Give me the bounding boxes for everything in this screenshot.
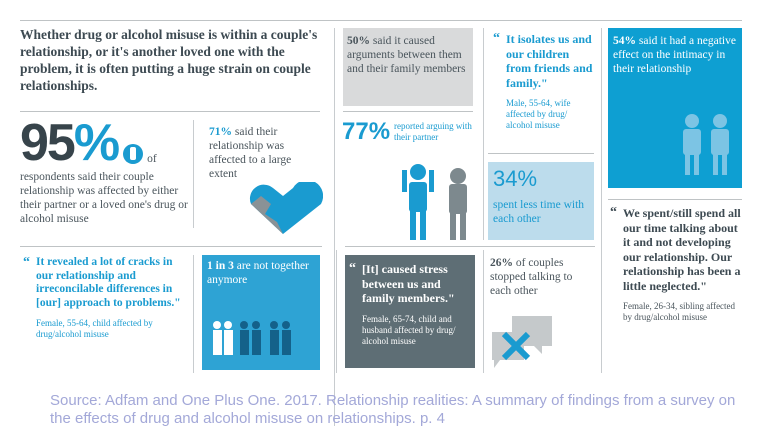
stat-50-text: said it caused arguments between them an… — [347, 35, 466, 75]
stat-77-value: 77% — [342, 118, 391, 145]
quote-attribution: Female, 65-74, child and husband affecte… — [362, 313, 456, 346]
quote-cracks-cell: “ It revealed a lot of cracks in our rela… — [23, 256, 186, 340]
stat-26-text: of couples stopped talking to each other — [490, 257, 573, 297]
quote-icon: “ — [23, 255, 30, 270]
divider — [20, 111, 320, 112]
quote-stress-box: “ [It] caused stress between us and famil… — [345, 255, 475, 368]
bottle-icon — [123, 144, 144, 164]
quote-text: [It] caused stress between us and family… — [362, 262, 455, 305]
stat-pct: % — [73, 114, 121, 172]
broken-heart-icon — [249, 182, 323, 234]
quote-icon: “ — [610, 205, 617, 220]
quote-attribution: Female, 26-34, sibling affected by drug/… — [623, 301, 736, 322]
quote-cracks: “ It revealed a lot of cracks in our rela… — [23, 256, 186, 310]
quote-text: It revealed a lot of cracks in our relat… — [36, 256, 181, 309]
stat-54-value: 54% — [613, 35, 636, 47]
divider — [193, 120, 194, 228]
quote-text: We spent/still spend all our time talkin… — [623, 206, 741, 293]
stat-71-text: said their relationship was affected to … — [209, 126, 292, 180]
divider — [343, 111, 473, 112]
stat-95: 95 % of respondents said their couple re… — [20, 116, 188, 226]
stat-34-value: 34% — [493, 166, 538, 191]
stat-95-of: of — [147, 153, 157, 165]
stat-value: 95 — [20, 114, 76, 172]
stat-54-text: said it had a negative effect on the int… — [613, 35, 736, 75]
stat-77-text: reported arguing with their partner — [394, 121, 472, 142]
couple-apart-icon — [683, 114, 729, 175]
stat-50-value: 50% — [347, 35, 370, 47]
separated-couples-icon — [213, 321, 291, 355]
quote-attribution: Female, 55-64, child affected by drug/al… — [36, 318, 153, 339]
divider — [20, 246, 322, 247]
stat-34-text: spent less time with each other — [493, 199, 585, 225]
stat-50-box: 50% said it caused arguments between the… — [343, 28, 473, 106]
divider — [334, 28, 335, 426]
quote-icon: “ — [349, 261, 356, 276]
quote-stress: “ [It] caused stress between us and famil… — [349, 261, 472, 306]
quote-attribution: Male, 55-64, wife affected by drug/ alco… — [506, 98, 571, 130]
stat-95-text: respondents said their couple relationsh… — [20, 171, 188, 225]
headline: Whether drug or alcohol misuse is within… — [20, 27, 318, 93]
quote-isolates: “ It isolates us and our children from fr… — [493, 31, 596, 90]
quote-text: It isolates us and our children from fri… — [506, 32, 593, 90]
divider — [193, 255, 194, 373]
divider — [336, 250, 337, 373]
divider — [608, 199, 742, 200]
stat-1in3-box: 1 in 3 are not together anymore — [202, 255, 320, 370]
arguing-people-icon — [402, 164, 467, 240]
divider — [601, 28, 602, 373]
quote-icon: “ — [493, 31, 500, 46]
divider — [483, 28, 484, 240]
quote-spent: “ We spent/still spend all our time talki… — [610, 205, 745, 293]
divider — [345, 246, 595, 247]
stat-26-value: 26% — [490, 257, 513, 269]
stat-71-value: 71% — [209, 126, 232, 138]
stat-1in3-value: 1 in 3 — [207, 260, 234, 272]
quote-isolates-cell: “ It isolates us and our children from fr… — [493, 31, 596, 131]
divider — [20, 20, 742, 21]
divider — [483, 250, 484, 373]
divider — [488, 153, 594, 154]
stat-54-box: 54% said it had a negative effect on the… — [608, 28, 742, 188]
quote-spent-cell: “ We spent/still spend all our time talki… — [610, 205, 745, 323]
stat-1in3-text: are not together anymore — [207, 260, 309, 286]
stat-34-box: 34% spent less time with each other — [488, 162, 594, 240]
speech-bubbles-x-icon — [492, 316, 552, 368]
stat-77: 77% reported arguing with their partner — [342, 118, 478, 146]
source-citation: Source: Adfam and One Plus One. 2017. Re… — [50, 392, 736, 427]
